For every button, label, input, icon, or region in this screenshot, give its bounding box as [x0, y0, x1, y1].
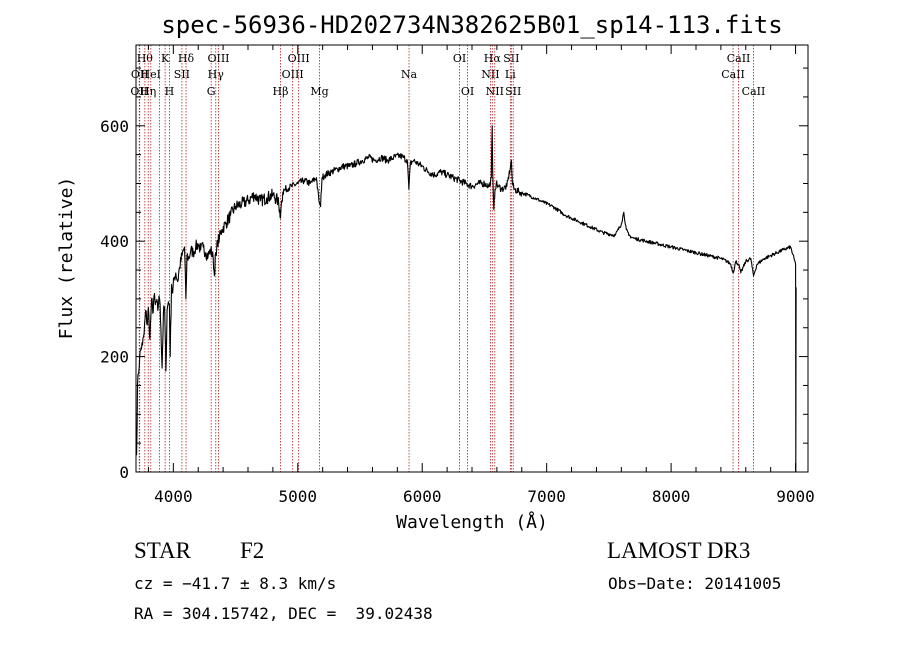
line-marker-label-16: Mg [310, 85, 328, 98]
line-marker-label-21: Hα [484, 52, 502, 65]
x-tick-label-1: 5000 [279, 487, 318, 506]
x-tick-label-0: 4000 [154, 487, 193, 506]
object-subclass: F2 [240, 538, 265, 563]
line-marker-label-27: CaII [727, 52, 751, 65]
y-tick-label-0: 0 [119, 463, 129, 482]
line-marker-label-13: Hβ [273, 85, 289, 98]
line-marker-label-0: OII [130, 85, 148, 98]
x-tick-label-3: 7000 [527, 487, 566, 506]
line-marker-label-3: Hη [140, 85, 156, 98]
x-tick-label-2: 6000 [403, 487, 442, 506]
redshift-velocity: cz = −41.7 ± 8.3 km/s [134, 574, 337, 593]
spectrum-chart: spec-56936-HD202734N382625B01_sp14-113.f… [56, 11, 815, 533]
line-marker-label-25: SII [505, 85, 521, 98]
line-marker-label-11: Hγ [208, 68, 225, 81]
line-marker-label-2: Hθ [137, 52, 154, 65]
coordinates: RA = 304.15742, DEC = 39.02438 [134, 604, 433, 623]
y-axis-label: Flux (relative) [56, 177, 77, 340]
survey-name: LAMOST DR3 [607, 538, 751, 563]
line-marker-label-28: CaII [742, 85, 766, 98]
line-marker-label-6: K [161, 52, 170, 65]
line-marker-label-23: Li [505, 68, 516, 81]
plot-frame [135, 44, 809, 473]
object-class: STAR [134, 538, 191, 563]
line-marker-label-15: OIII [288, 52, 310, 65]
spectrum-series-line [135, 125, 797, 473]
line-marker-label-4: HeI [141, 68, 161, 81]
y-tick-label-1: 200 [100, 348, 129, 367]
axis-ticks: 4000 5000 6000 7000 8000 9000 0 200 400 600 [100, 45, 815, 506]
line-marker-label-17: Na [401, 68, 418, 81]
line-marker-label-14: OIII [282, 68, 304, 81]
line-marker-label-12: OIII [207, 52, 229, 65]
x-tick-label-5: 9000 [776, 487, 815, 506]
line-marker-label-19: OI [461, 85, 474, 98]
x-tick-label-4: 8000 [652, 487, 691, 506]
y-tick-label-2: 400 [100, 232, 129, 251]
y-tick-label-3: 600 [100, 117, 129, 136]
line-marker-label-10: G [207, 85, 216, 98]
line-marker-label-9: Hδ [178, 52, 195, 65]
line-marker-label-20: NII [481, 68, 499, 81]
line-marker-label-26: CaII [721, 68, 745, 81]
line-marker-label-8: SII [174, 68, 190, 81]
line-marker-label-18: OI [453, 52, 466, 65]
chart-title: spec-56936-HD202734N382625B01_sp14-113.f… [161, 11, 782, 39]
line-marker-label-1: OII [131, 68, 149, 81]
observation-date: Obs−Date: 20141005 [608, 574, 782, 593]
line-marker-label-22: NII [486, 85, 504, 98]
x-axis-label: Wavelength (Å) [396, 511, 548, 533]
line-marker-label-24: SII [503, 52, 519, 65]
line-marker-label-7: H [165, 85, 175, 98]
